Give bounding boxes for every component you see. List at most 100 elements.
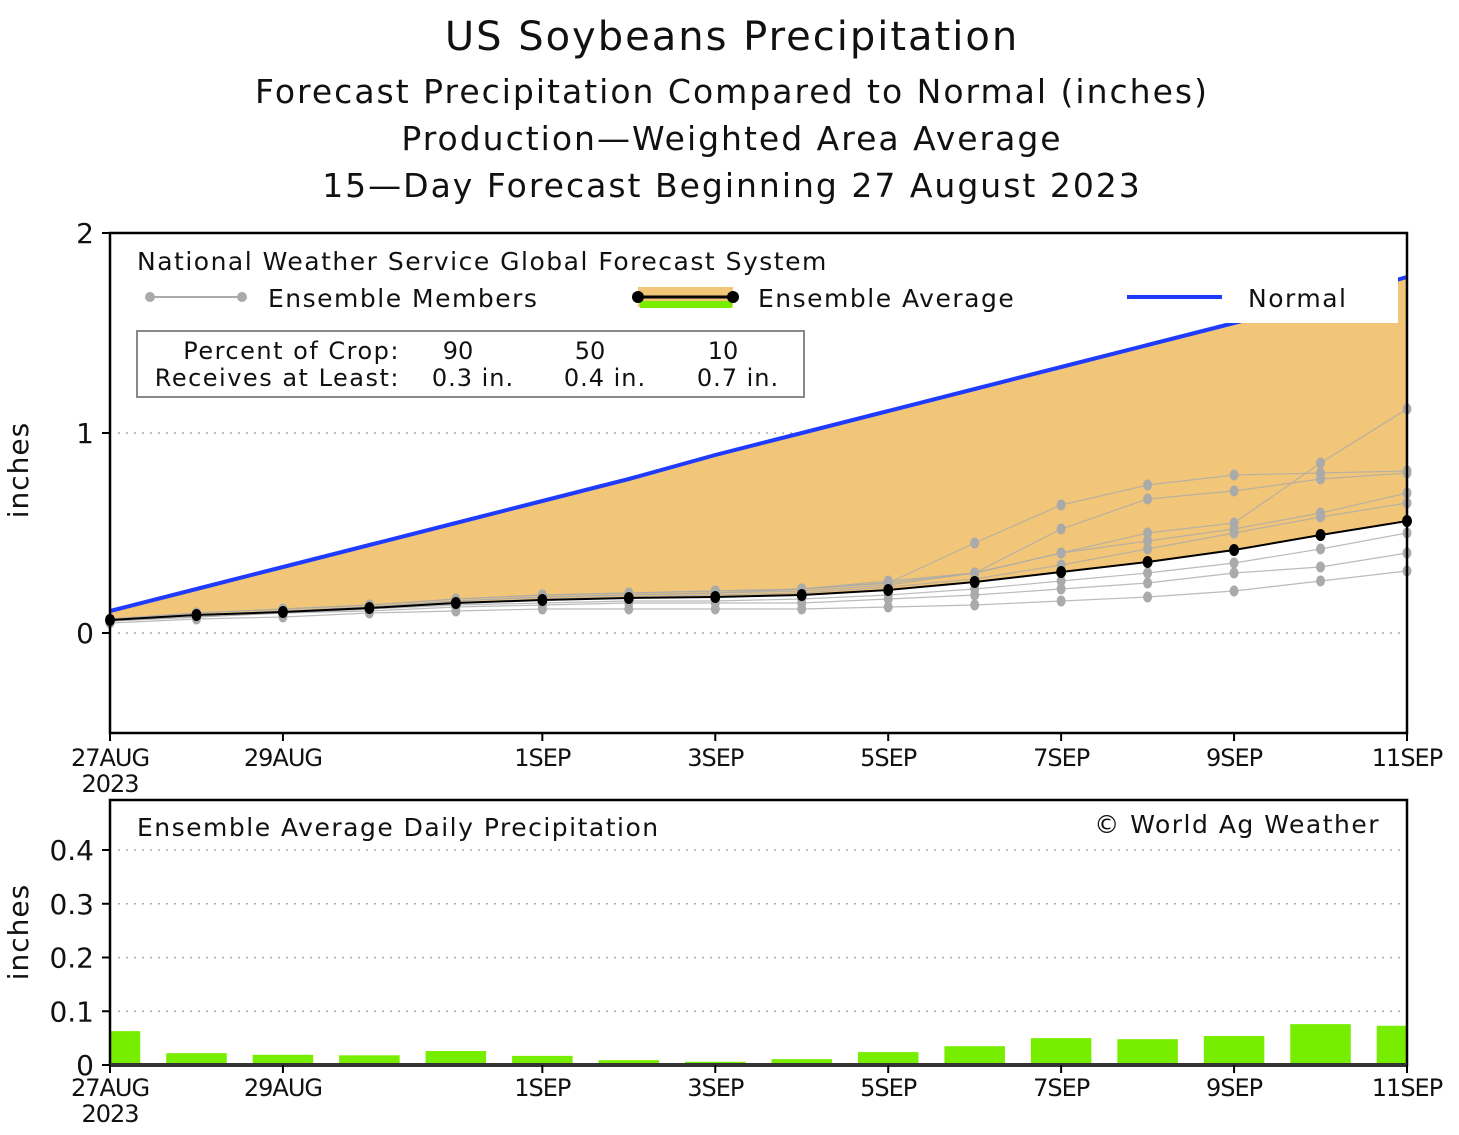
- crop-amount: 0.7 in.: [697, 364, 779, 392]
- crop-table-row1-label: Percent of Crop:: [183, 337, 400, 365]
- ensemble-member-line: [109, 570, 1408, 624]
- ensemble-member-point: [1056, 499, 1066, 511]
- ensemble-member-point: [883, 601, 893, 613]
- ensemble-average-point: [1142, 556, 1153, 568]
- ensemble-member-point: [1229, 527, 1239, 539]
- ensemble-member-point: [1143, 527, 1153, 539]
- daily-panel: 0 0.1 0.2 0.3 0.4 inches Ensemble Average Dail…: [2, 798, 1444, 1128]
- ensemble-average-point: [969, 576, 980, 588]
- ensemble-member-point: [1143, 535, 1153, 547]
- y-tick-label: 0.1: [49, 995, 94, 1028]
- chart-subtitle-2: Production—Weighted Area Average: [401, 119, 1062, 158]
- x-tick-label: 5SEP: [860, 744, 917, 772]
- daily-bar: [1117, 1039, 1178, 1065]
- x-tick-label: 9SEP: [1206, 1074, 1263, 1102]
- ensemble-member-point: [1229, 469, 1239, 481]
- legend-average-dot: [727, 291, 739, 303]
- ensemble-member-point: [1143, 479, 1153, 491]
- crop-percent: 90: [443, 337, 474, 365]
- crop-percent: 10: [708, 337, 739, 365]
- ensemble-member-point: [1229, 485, 1239, 497]
- ensemble-member-point: [1143, 577, 1153, 589]
- ensemble-member-point: [1316, 575, 1326, 587]
- daily-bar: [944, 1046, 1005, 1065]
- ensemble-average-point: [710, 591, 721, 603]
- normal-line: [109, 275, 1408, 613]
- ensemble-member-line: [109, 472, 1408, 620]
- credit-text: © World Ag Weather: [1094, 810, 1380, 839]
- daily-bar: [1030, 1038, 1092, 1065]
- ensemble-member-point: [1316, 511, 1326, 523]
- ensemble-average-point: [364, 602, 375, 614]
- ensemble-member-point: [1056, 583, 1066, 595]
- ensemble-member-point: [1143, 493, 1153, 505]
- x-tick-label: 27AUG: [71, 744, 149, 772]
- y-axis-label: inches: [2, 422, 35, 518]
- panel-title: Ensemble Average Daily Precipitation: [137, 813, 660, 842]
- daily-bar: [110, 1031, 141, 1065]
- plot-frame: [108, 231, 1409, 735]
- ensemble-member-point: [970, 537, 980, 549]
- daily-bar: [1376, 1025, 1407, 1065]
- x-tick-label: 11SEP: [1372, 744, 1443, 772]
- daily-bar: [1290, 1024, 1351, 1065]
- x-tick-label: 5SEP: [860, 1074, 917, 1102]
- x-tick-label: 11SEP: [1372, 1074, 1443, 1102]
- ensemble-member-point: [1056, 523, 1066, 535]
- ensemble-member-point: [1056, 595, 1066, 607]
- x-tick-label: 7SEP: [1033, 744, 1090, 772]
- y-tick-label: 0: [76, 1049, 94, 1082]
- ensemble-average-point: [1056, 566, 1067, 578]
- y-tick-label: 1: [76, 417, 94, 450]
- crop-table-row2-label: Receives at Least:: [155, 364, 400, 392]
- ensemble-average-point: [450, 597, 461, 609]
- crop-amount: 0.4 in.: [564, 364, 646, 392]
- legend-average-dot: [632, 291, 644, 303]
- x-tick-label: 3SEP: [687, 1074, 744, 1102]
- legend-members-label: Ensemble Members: [268, 284, 538, 313]
- cumulative-panel: 0 1 2 inches National Weather Service Global…: [2, 217, 1444, 798]
- ensemble-average-point: [1315, 529, 1326, 541]
- x-tick-label: 1SEP: [514, 744, 571, 772]
- ensemble-member-point: [1143, 567, 1153, 579]
- y-tick-label: 2: [76, 217, 94, 250]
- daily-bar: [425, 1051, 487, 1065]
- daily-bar: [339, 1055, 400, 1065]
- x-tick-label: 29AUG: [244, 1074, 322, 1102]
- x-tick-label: 9SEP: [1206, 744, 1263, 772]
- daily-bar: [512, 1055, 573, 1065]
- y-tick-label: 0.3: [49, 888, 94, 921]
- x-tick-label: 27AUG: [71, 1074, 149, 1102]
- ensemble-member-point: [970, 589, 980, 601]
- crop-percent: 50: [575, 337, 606, 365]
- ensemble-average-line: [109, 520, 1408, 621]
- legend-normal-label: Normal: [1248, 284, 1347, 313]
- ensemble-member-point: [1316, 473, 1326, 485]
- ensemble-member-point: [1229, 585, 1239, 597]
- x-tick-sublabel: 2023: [81, 1100, 138, 1128]
- chart-subtitle-3: 15—Day Forecast Beginning 27 August 2023: [322, 166, 1142, 205]
- ensemble-member-point: [1316, 457, 1326, 469]
- ensemble-member-point: [1056, 575, 1066, 587]
- crop-table-box: [136, 330, 805, 398]
- ensemble-average-point: [1229, 544, 1240, 556]
- ensemble-member-line: [109, 552, 1408, 622]
- legend-members-dot: [237, 292, 247, 302]
- x-tick-label: 3SEP: [687, 744, 744, 772]
- legend-members-dot: [145, 292, 155, 302]
- ensemble-member-point: [883, 593, 893, 605]
- y-tick-label: 0.2: [49, 942, 94, 975]
- x-tick-label: 29AUG: [244, 744, 322, 772]
- daily-bar: [857, 1052, 919, 1065]
- legend-background: [112, 235, 1398, 323]
- ensemble-average-point: [623, 592, 634, 604]
- legend-average-label: Ensemble Average: [758, 284, 1015, 313]
- ensemble-member-point: [1229, 567, 1239, 579]
- x-tick-sublabel: 2023: [81, 770, 138, 798]
- daily-bar: [252, 1054, 314, 1065]
- x-tick-label: 7SEP: [1033, 1074, 1090, 1102]
- ensemble-average-point: [883, 584, 894, 596]
- ensemble-member-point: [970, 599, 980, 611]
- daily-bar: [1203, 1035, 1265, 1065]
